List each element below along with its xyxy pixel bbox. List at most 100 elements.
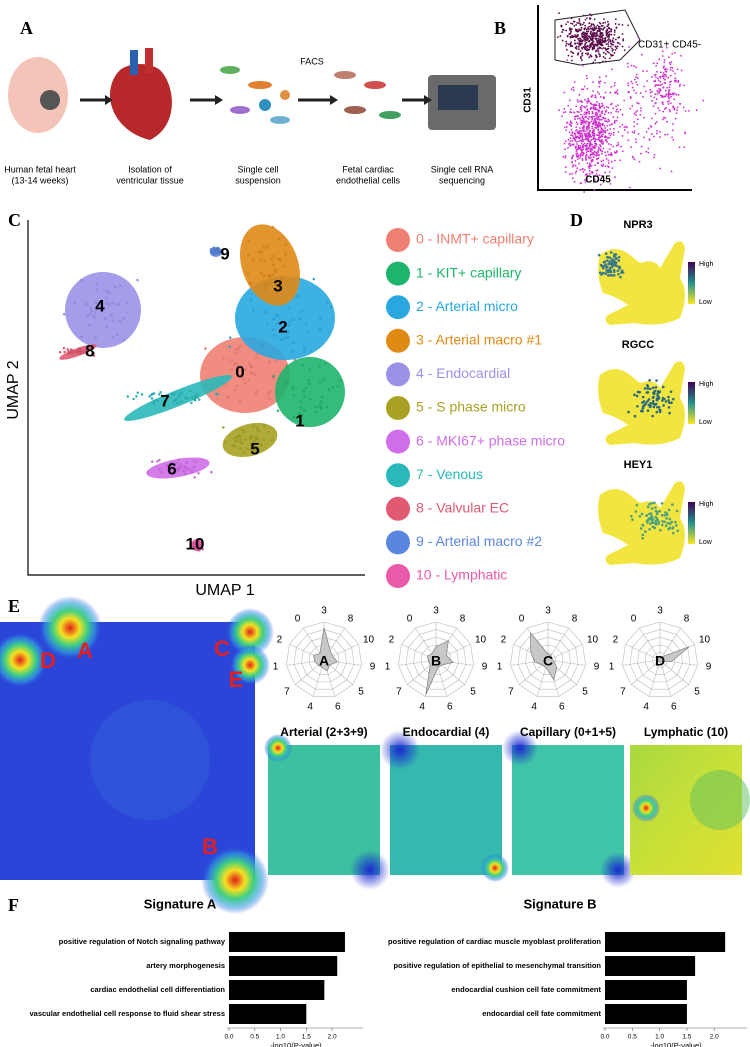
facs-dot	[654, 101, 657, 104]
cell-dot	[252, 448, 256, 451]
category-label: artery morphogenesis	[146, 961, 225, 970]
feature-dot	[603, 272, 607, 275]
facs-dot	[567, 138, 570, 141]
facs-dot	[589, 38, 592, 41]
radar-category: 4	[419, 702, 425, 713]
facs-dot	[575, 155, 578, 158]
cell-dot	[179, 399, 183, 403]
cell-dot	[277, 237, 281, 241]
cell-dot	[109, 314, 113, 317]
cell-dot	[95, 283, 99, 286]
feature-dot	[664, 524, 668, 528]
cell-dot	[234, 388, 237, 392]
cell-dot	[235, 362, 239, 366]
legend-label: 1 - KIT+ capillary	[416, 264, 521, 280]
cell-dot	[198, 549, 201, 552]
facs-dot	[599, 145, 602, 148]
facs-dot	[653, 80, 656, 83]
legend-label: 10 - Lymphatic	[416, 567, 507, 583]
facs-dot	[601, 102, 603, 105]
facs-dot	[589, 154, 592, 157]
facs-dot	[667, 56, 670, 59]
facs-dot	[584, 45, 587, 48]
feature-dot	[675, 509, 679, 513]
facs-dot	[568, 143, 570, 145]
facs-dot	[604, 151, 607, 154]
facs-dot	[633, 121, 636, 123]
facs-dot	[591, 172, 594, 175]
facs-dot	[598, 143, 601, 146]
cell-dot	[236, 347, 240, 351]
radar-category: 9	[594, 662, 600, 673]
facs-dot	[591, 125, 594, 128]
facs-dot	[586, 38, 589, 41]
facs-dot	[563, 108, 566, 110]
facs-dot	[597, 47, 599, 50]
feature-dot	[606, 274, 610, 277]
feature-dot	[638, 514, 642, 518]
radar-ring	[510, 621, 586, 697]
cell-dot	[108, 302, 112, 306]
feature-dot	[668, 401, 671, 405]
facs-dot	[676, 109, 678, 111]
cell-dot	[146, 470, 150, 474]
facs-dot	[673, 92, 676, 95]
cell-dot	[234, 440, 237, 443]
facs-dot	[569, 140, 572, 143]
cell-dot	[148, 395, 151, 398]
facs-dot	[594, 96, 597, 99]
facs-dot	[631, 82, 634, 85]
facs-dot	[582, 170, 585, 173]
radar-category: 2	[501, 634, 507, 645]
facs-dot	[575, 23, 578, 26]
facs-dot	[655, 121, 658, 124]
facs-dot	[602, 104, 604, 107]
facs-dot	[581, 138, 584, 141]
facs-dot	[590, 23, 593, 26]
facs-dot	[598, 124, 601, 127]
facs-dot	[601, 60, 604, 63]
facs-dot	[650, 95, 652, 98]
facs-dot	[659, 130, 661, 133]
feature-dot	[614, 261, 618, 265]
facs-dot	[589, 46, 591, 49]
facs-dot	[564, 171, 567, 174]
facs-dot	[633, 89, 635, 92]
color-bar-high: High	[699, 501, 714, 508]
facs-dot	[672, 70, 675, 72]
cell-dot	[250, 282, 254, 285]
facs-dot	[575, 47, 578, 50]
facs-dot	[594, 108, 597, 111]
facs-dot	[599, 113, 602, 116]
facs-dot	[573, 115, 576, 118]
feature-dot	[667, 395, 670, 399]
feature-dot	[670, 401, 673, 404]
x-axis-label: -log10(P-value)	[270, 1041, 322, 1047]
facs-dot	[586, 49, 588, 52]
cell-dot	[252, 309, 255, 312]
feature-dot	[661, 385, 665, 389]
facs-dot	[564, 148, 566, 151]
facs-dot	[579, 55, 582, 58]
cell-dot	[112, 319, 115, 323]
facs-dot	[584, 111, 586, 114]
facs-dot	[591, 112, 594, 115]
legend-swatch	[386, 396, 410, 420]
facs-dot	[602, 27, 605, 30]
facs-dot	[669, 74, 672, 77]
facs-dot	[599, 38, 602, 41]
bar	[229, 956, 338, 976]
facs-dot	[674, 72, 676, 75]
facs-dot	[635, 81, 637, 84]
facs-dot	[603, 113, 606, 116]
facs-dot	[567, 104, 570, 107]
facs-dot	[585, 52, 587, 55]
cell-dot	[283, 265, 287, 268]
panel-label: E	[8, 596, 20, 616]
cell-dot	[248, 437, 252, 441]
radar-ring	[405, 629, 467, 690]
facs-dot	[601, 123, 604, 126]
facs-dot	[663, 59, 666, 62]
facs-dot	[574, 28, 577, 31]
facs-dot	[591, 132, 594, 135]
